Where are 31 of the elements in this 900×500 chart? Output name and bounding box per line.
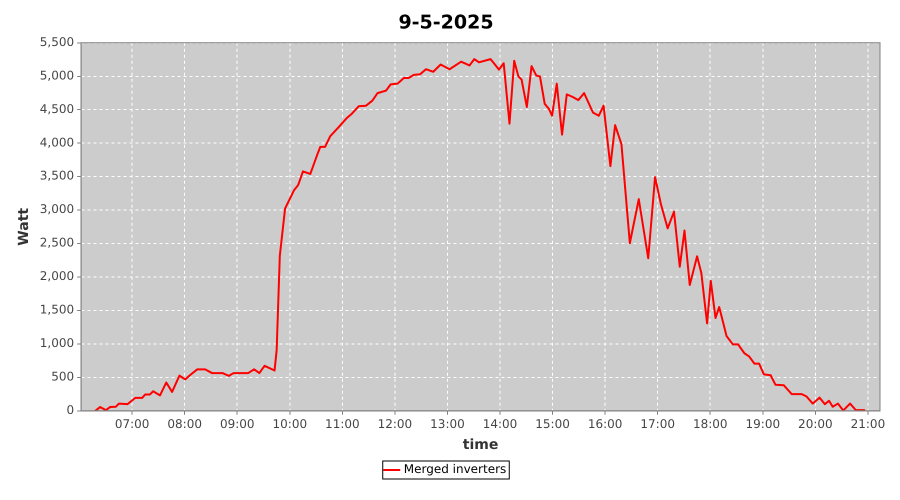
y-tick-label: 5,500 (40, 34, 74, 49)
y-tick-label: 2,000 (40, 269, 74, 284)
y-tick-label: 1,500 (40, 302, 74, 317)
x-tick-label: 12:00 (378, 417, 412, 432)
y-tick-label: 500 (51, 369, 74, 384)
x-tick-label: 10:00 (272, 417, 308, 432)
x-tick-label: 19:00 (746, 417, 780, 432)
legend-label: Merged inverters (404, 462, 506, 476)
y-tick-label: 5,000 (40, 68, 74, 82)
y-tick-label: 0 (66, 402, 74, 417)
x-tick-label: 09:00 (220, 417, 255, 432)
x-tick-label: 07:00 (114, 417, 150, 432)
x-tick-label: 20:00 (798, 417, 833, 432)
x-axis-title: time (462, 437, 498, 454)
x-tick-label: 18:00 (692, 417, 728, 432)
x-tick-label: 11:00 (325, 417, 360, 432)
y-axis-title: Watt (16, 208, 32, 246)
y-tick-label: 2,500 (40, 236, 74, 250)
x-tick-label: 13:00 (430, 417, 465, 432)
chart-title: 9-5-2025 (398, 11, 494, 34)
y-tick-label: 1,000 (40, 336, 74, 350)
x-tick-label: 17:00 (640, 417, 675, 432)
y-tick-label: 3,500 (40, 168, 74, 183)
x-tick-label: 15:00 (535, 417, 570, 432)
y-tick-label: 4,000 (40, 135, 74, 150)
x-tick-label: 21:00 (850, 417, 886, 432)
x-tick-label: 08:00 (167, 417, 202, 432)
y-tick-label: 4,500 (40, 102, 74, 116)
x-tick-label: 16:00 (588, 417, 622, 432)
y-tick-label: 3,000 (40, 202, 74, 216)
x-tick-label: 14:00 (482, 417, 518, 432)
